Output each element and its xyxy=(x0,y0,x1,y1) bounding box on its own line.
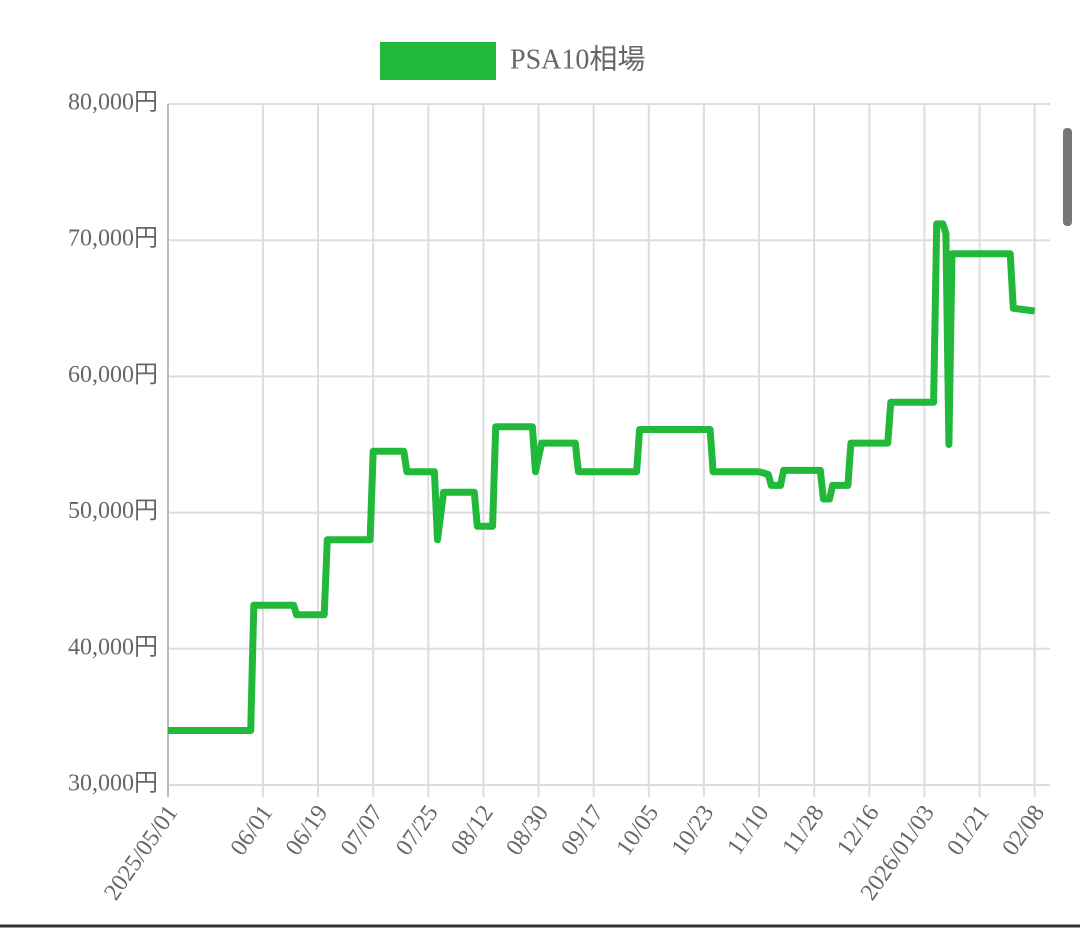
legend-label: PSA10相場 xyxy=(510,43,645,75)
x-tick-label: 08/12 xyxy=(446,801,499,861)
x-tick-label: 10/23 xyxy=(667,801,720,861)
x-tick-label: 07/07 xyxy=(336,801,389,861)
x-tick-label: 12/16 xyxy=(832,801,885,861)
y-tick-label: 40,000円 xyxy=(68,634,158,660)
legend-swatch xyxy=(380,42,496,80)
data-line xyxy=(168,220,1036,734)
y-tick-label: 80,000円 xyxy=(68,90,158,116)
x-tick-label: 08/30 xyxy=(501,801,554,861)
x-tick-label: 02/08 xyxy=(997,801,1050,861)
x-tick-label: 10/05 xyxy=(612,801,665,861)
x-tick-label: 07/25 xyxy=(391,801,444,861)
y-tick-label: 30,000円 xyxy=(68,771,158,797)
scrollbar[interactable] xyxy=(1063,128,1072,226)
y-tick-label: 60,000円 xyxy=(68,362,158,388)
x-tick-label: 01/21 xyxy=(942,801,995,861)
x-tick-label: 06/01 xyxy=(226,801,279,861)
y-tick-label: 50,000円 xyxy=(68,498,158,524)
x-tick-label: 2025/05/01 xyxy=(99,801,183,905)
x-tick-label: 06/19 xyxy=(281,801,334,861)
x-tick-label: 09/17 xyxy=(556,801,609,861)
x-tick-label: 11/10 xyxy=(722,801,774,860)
x-tick-label: 11/28 xyxy=(777,801,829,860)
y-tick-label: 70,000円 xyxy=(68,226,158,252)
